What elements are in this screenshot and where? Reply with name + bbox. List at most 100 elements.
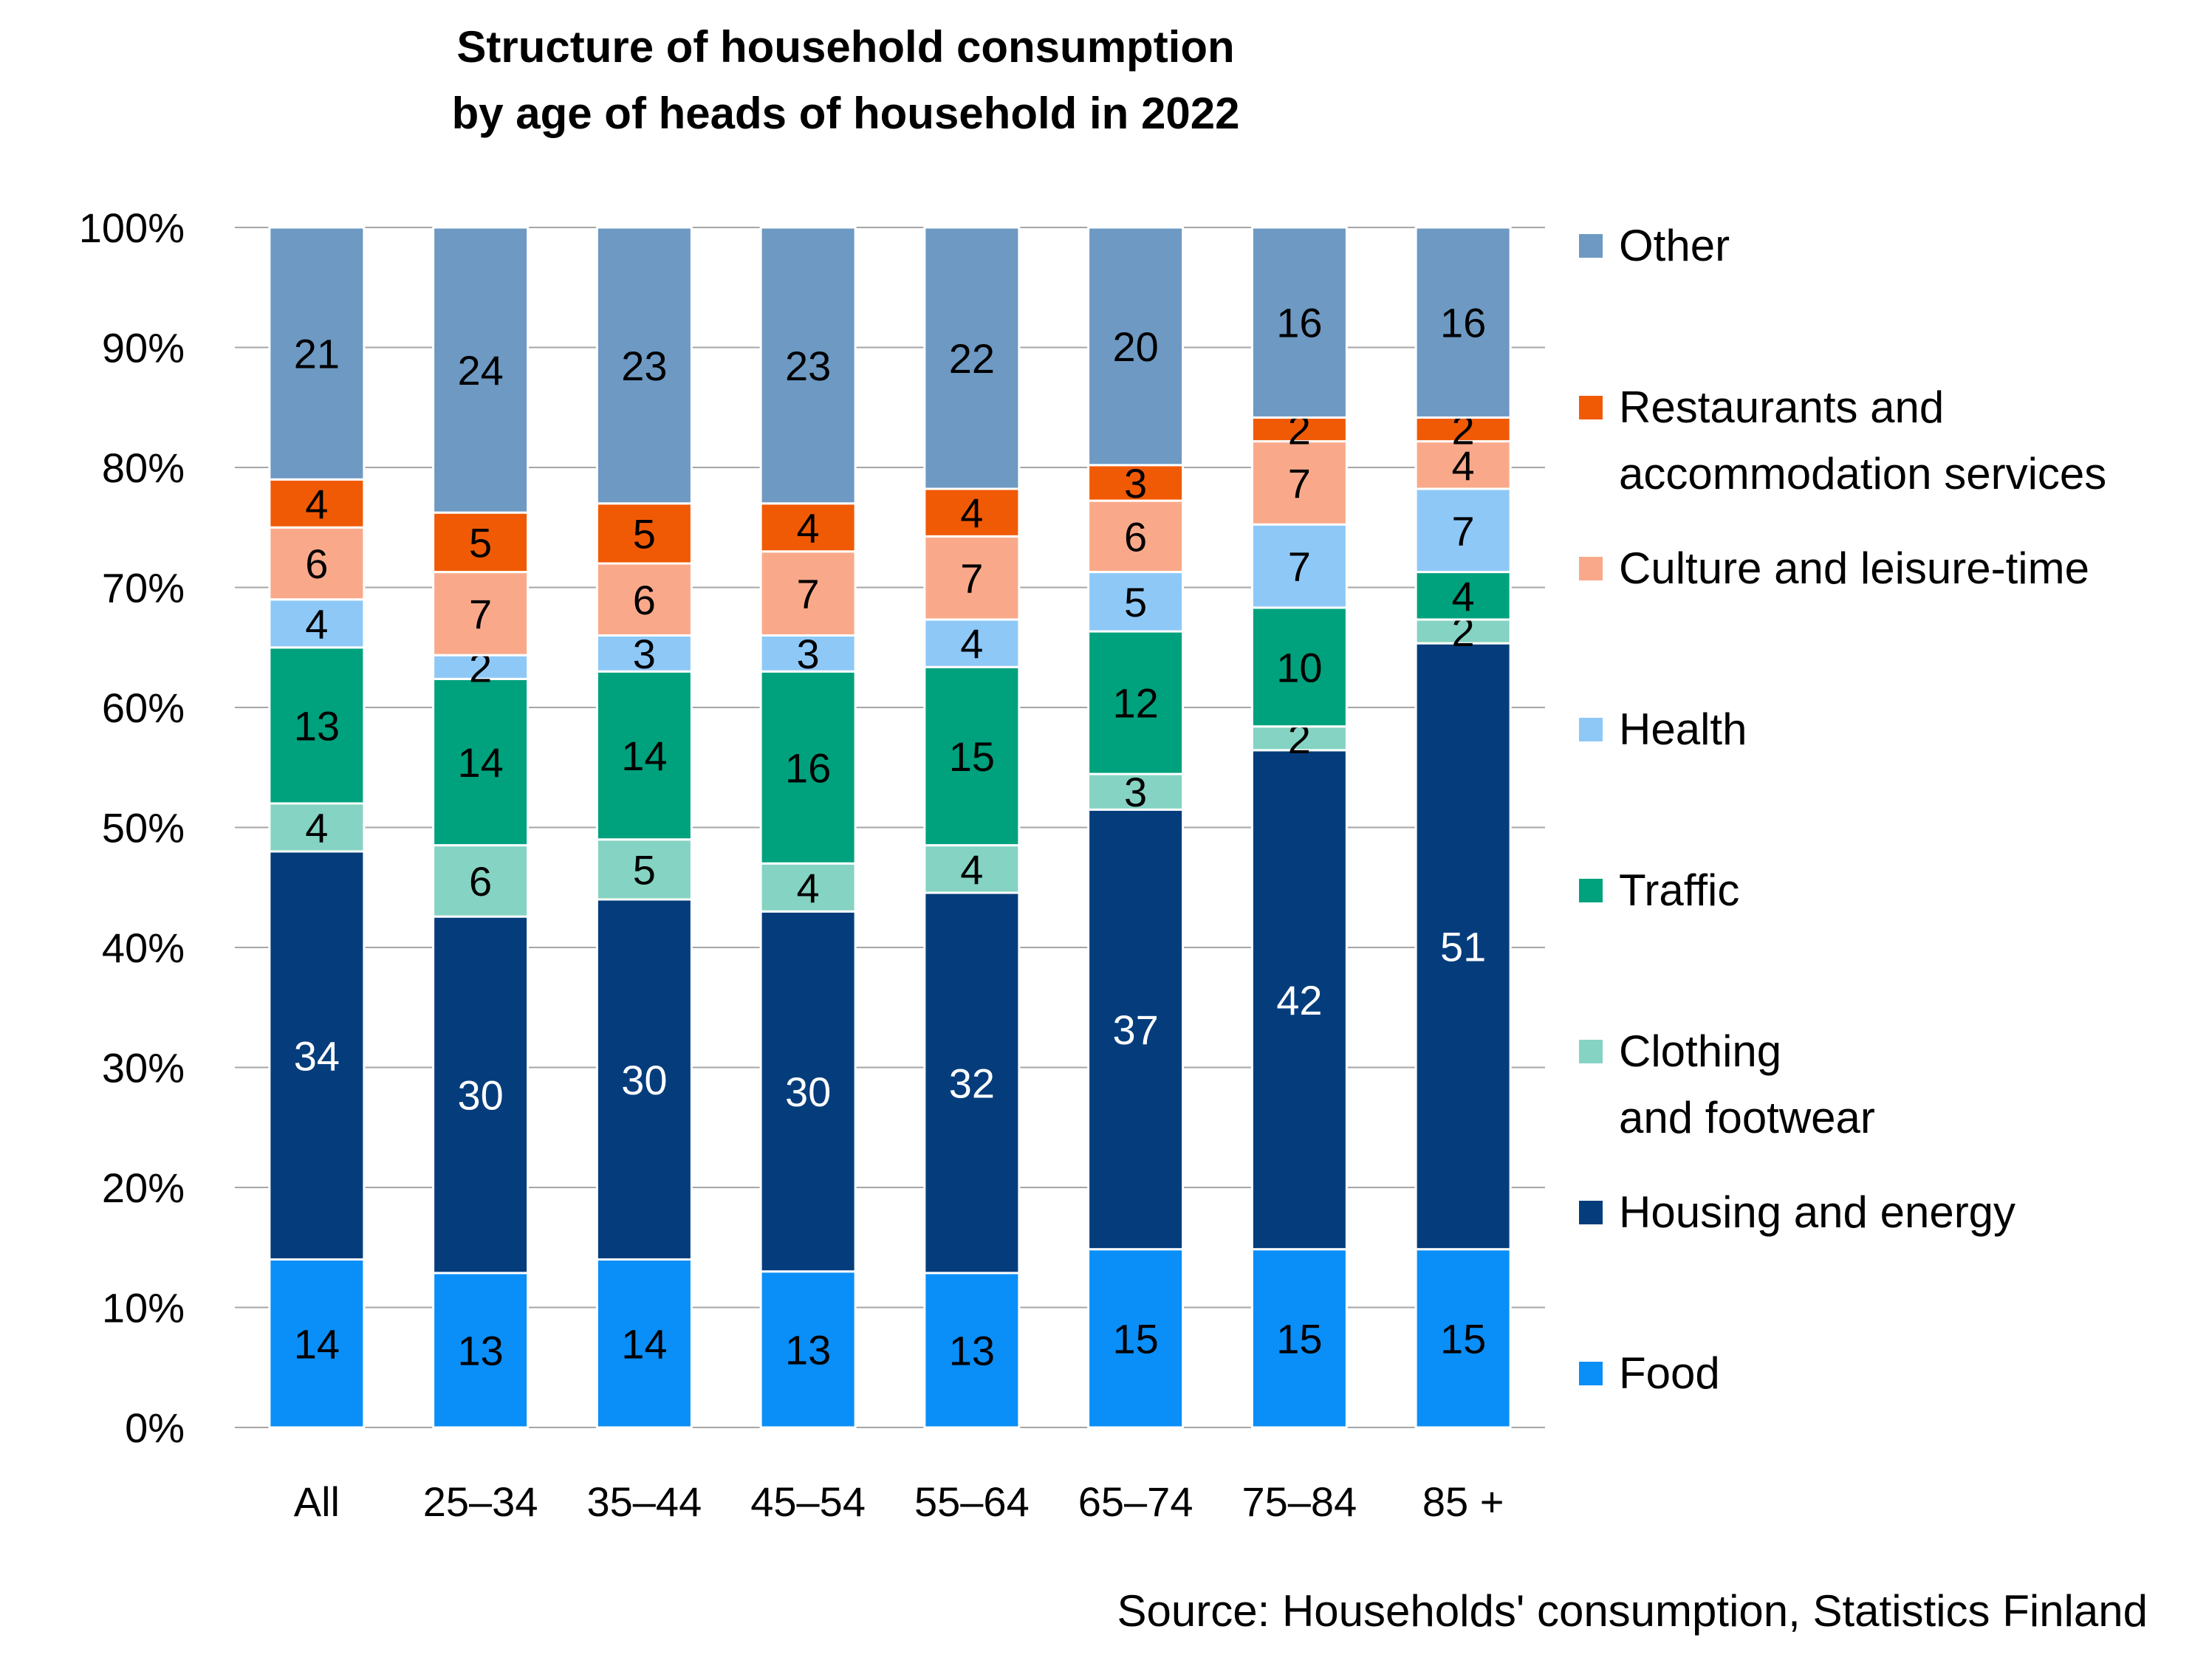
bar-segment bbox=[759, 634, 857, 673]
data-label: 14 bbox=[294, 1320, 340, 1367]
legend-label: Traffic bbox=[1619, 865, 1739, 915]
x-tick-label: 55–64 bbox=[914, 1478, 1030, 1525]
x-axis: All 25–34 35–44 45–54 55–64 65–74 75–84 85 + bbox=[294, 1478, 1504, 1525]
data-label: 7 bbox=[1288, 460, 1311, 507]
bar-segment bbox=[923, 618, 1021, 668]
data-label: 23 bbox=[621, 343, 667, 389]
legend-item: Other bbox=[1579, 221, 1730, 270]
bar-segment bbox=[1414, 226, 1512, 419]
legend-swatch bbox=[1579, 557, 1603, 580]
data-label: 20 bbox=[1112, 323, 1158, 370]
data-label: 7 bbox=[960, 555, 983, 602]
x-tick-label: All bbox=[294, 1478, 340, 1525]
data-label: 13 bbox=[785, 1326, 831, 1373]
legend-label: Food bbox=[1619, 1348, 1720, 1398]
y-tick-label: 100% bbox=[79, 205, 185, 251]
data-label: 7 bbox=[469, 591, 492, 637]
data-label: 3 bbox=[797, 631, 820, 677]
bar-segment bbox=[595, 670, 693, 841]
data-label: 15 bbox=[949, 733, 995, 780]
legend-item: Food bbox=[1579, 1348, 1720, 1398]
bar-segment bbox=[759, 226, 857, 505]
y-tick-label: 60% bbox=[102, 685, 185, 731]
bar-segment bbox=[432, 915, 530, 1275]
bar-segment bbox=[595, 502, 693, 565]
data-label: 4 bbox=[797, 504, 820, 551]
legend-swatch bbox=[1579, 234, 1603, 258]
data-label: 12 bbox=[1112, 680, 1158, 727]
bar-segment bbox=[432, 511, 530, 574]
data-label: 7 bbox=[1288, 544, 1311, 590]
data-label: 14 bbox=[457, 739, 503, 786]
x-tick-label: 25–34 bbox=[423, 1478, 538, 1525]
bar-segment bbox=[432, 1272, 530, 1429]
legend-item: Culture and leisure-time bbox=[1579, 544, 2089, 593]
data-label: 7 bbox=[797, 571, 820, 617]
bar-stack: 13 30 4 16 3 7 4 23 bbox=[759, 226, 857, 1429]
legend-swatch bbox=[1579, 1040, 1603, 1063]
bar-segment bbox=[1414, 487, 1512, 574]
data-label: 4 bbox=[960, 846, 983, 893]
data-label: 7 bbox=[1452, 507, 1475, 554]
legend-item: Health bbox=[1579, 704, 1747, 754]
data-label: 4 bbox=[305, 481, 328, 527]
chart-subtitle: by age of heads of household in 2022 bbox=[452, 89, 1240, 138]
bar-segment bbox=[268, 598, 366, 649]
bar-segment bbox=[1250, 606, 1348, 728]
legend-swatch bbox=[1579, 879, 1603, 902]
data-label: 4 bbox=[960, 620, 983, 667]
bar-stack: 15 37 3 12 5 6 3 20 bbox=[1087, 226, 1185, 1429]
bar-segment bbox=[268, 646, 366, 805]
data-label: 5 bbox=[469, 519, 492, 566]
data-label: 6 bbox=[1124, 513, 1147, 560]
bar-segment bbox=[1087, 630, 1185, 775]
data-label: 4 bbox=[305, 805, 328, 851]
bar-segment bbox=[1414, 642, 1512, 1251]
legend-swatch bbox=[1579, 1362, 1603, 1385]
data-label: 3 bbox=[1124, 769, 1147, 815]
bar-segment bbox=[1414, 571, 1512, 621]
bar-segment bbox=[923, 226, 1021, 490]
data-label: 15 bbox=[1440, 1315, 1486, 1362]
data-label: 23 bbox=[785, 343, 831, 389]
bar-segment bbox=[923, 487, 1021, 538]
y-tick-label: 10% bbox=[102, 1285, 185, 1331]
bar-segment bbox=[1250, 226, 1348, 419]
y-tick-label: 40% bbox=[102, 925, 185, 971]
bar-segment bbox=[432, 677, 530, 847]
bar-segment bbox=[268, 1258, 366, 1429]
y-tick-label: 70% bbox=[102, 565, 185, 611]
y-tick-label: 0% bbox=[125, 1405, 185, 1451]
data-label: 30 bbox=[457, 1072, 503, 1119]
data-label: 37 bbox=[1112, 1007, 1158, 1053]
data-label: 4 bbox=[305, 600, 328, 647]
bar-segment bbox=[1250, 416, 1348, 443]
bar-segment bbox=[759, 502, 857, 553]
bar-segment bbox=[759, 670, 857, 865]
data-label: 5 bbox=[633, 846, 656, 893]
bar-segment bbox=[1250, 440, 1348, 526]
bar-segment bbox=[923, 535, 1021, 621]
bar-segment bbox=[1250, 725, 1348, 752]
data-label: 13 bbox=[949, 1327, 995, 1374]
legend-swatch bbox=[1579, 718, 1603, 741]
bar-segment bbox=[595, 898, 693, 1261]
data-label: 42 bbox=[1276, 977, 1322, 1024]
bar-segment bbox=[595, 838, 693, 901]
legend-label: Other bbox=[1619, 221, 1730, 270]
bar-segment bbox=[923, 665, 1021, 847]
y-tick-label: 50% bbox=[102, 805, 185, 851]
legend-item: Clothing and footwear bbox=[1579, 1026, 1875, 1142]
bar-segment bbox=[1087, 499, 1185, 574]
y-tick-label: 80% bbox=[102, 445, 185, 491]
data-label: 14 bbox=[621, 1320, 667, 1367]
data-label: 13 bbox=[457, 1327, 503, 1374]
data-label: 22 bbox=[949, 335, 995, 382]
bar-segment bbox=[432, 226, 530, 514]
source-note: Source: Households' consumption, Statist… bbox=[1117, 1586, 2148, 1636]
gridlines bbox=[235, 227, 1545, 1428]
bars: 1434413464211330614275241430514365231330… bbox=[268, 226, 1512, 1429]
data-label: 3 bbox=[633, 631, 656, 677]
